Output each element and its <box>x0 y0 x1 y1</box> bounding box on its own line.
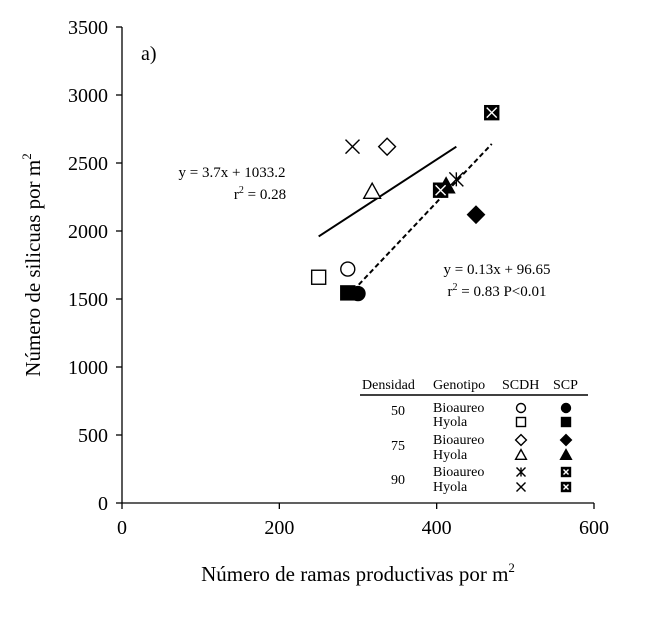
legend-marker-scp <box>559 433 573 447</box>
legend-genotype: Hyola <box>433 448 468 463</box>
data-point <box>432 182 449 198</box>
y-tick-label: 3000 <box>68 85 108 107</box>
scp-fit-annotation: y = 0.13x + 96.65 r2 = 0.83 P<0.01 <box>444 262 551 300</box>
x-tick-label: 0 <box>117 517 127 539</box>
y-tick-label: 500 <box>78 425 108 447</box>
legend-marker-scdh <box>516 467 526 477</box>
legend-marker-scp <box>560 481 572 493</box>
legend-genotype: Hyola <box>433 480 468 495</box>
scdh-regression-line <box>318 145 457 238</box>
legend-marker-scp <box>559 448 573 461</box>
scp-fit-equation: y = 0.13x + 96.65 <box>444 262 551 278</box>
y-axis-title: Número de silicuas por m2 <box>19 153 45 376</box>
data-point <box>310 269 327 285</box>
legend-header-scp: SCP <box>553 378 578 393</box>
data-point <box>377 137 397 157</box>
data-points <box>310 104 500 302</box>
legend-genotype: Bioaureo <box>433 433 484 448</box>
data-point <box>466 205 486 225</box>
y-tick-label: 2500 <box>68 153 108 175</box>
legend-header-density: Densidad <box>362 378 415 393</box>
x-axis-ticks: 0 200 400 600 <box>117 503 609 539</box>
y-tick-label: 1000 <box>68 357 108 379</box>
legend-marker-scdh <box>516 482 526 492</box>
y-tick-label: 3500 <box>68 17 108 39</box>
data-point <box>340 285 356 301</box>
x-tick-label: 600 <box>579 517 609 539</box>
data-point <box>344 139 360 155</box>
legend-marker-scdh <box>514 448 528 461</box>
legend-genotype: Hyola <box>433 415 468 430</box>
legend-header-scdh: SCDH <box>502 378 539 393</box>
legend-density: 50 <box>391 404 405 419</box>
data-point <box>340 261 356 277</box>
y-tick-label: 2000 <box>68 221 108 243</box>
legend-marker-scp <box>560 402 572 414</box>
x-axis-title: Número de ramas productivas por m2 <box>201 560 515 586</box>
scdh-fit-annotation: y = 3.7x + 1033.2 r2 = 0.28 <box>179 165 287 203</box>
legend-density: 90 <box>391 473 405 488</box>
legend-marker-scp <box>560 466 572 478</box>
legend-marker-scp <box>560 416 572 428</box>
panel-label: a) <box>141 43 157 65</box>
x-tick-label: 400 <box>422 517 452 539</box>
scdh-fit-r2: r2 = 0.28 <box>234 185 286 203</box>
legend: Densidad Genotipo SCDH SCP 50 BioaureoHyo… <box>360 378 588 495</box>
scdh-fit-equation: y = 3.7x + 1033.2 <box>179 165 286 181</box>
data-point <box>362 181 382 199</box>
y-tick-label: 0 <box>98 493 108 515</box>
legend-marker-scdh <box>514 433 528 447</box>
legend-genotype: Bioaureo <box>433 401 484 416</box>
data-point <box>448 171 464 187</box>
legend-density: 75 <box>391 439 405 454</box>
scp-fit-r2: r2 = 0.83 P<0.01 <box>447 282 546 300</box>
legend-header-genotype: Genotipo <box>433 378 485 393</box>
legend-genotype: Bioaureo <box>433 465 484 480</box>
y-tick-label: 1500 <box>68 289 108 311</box>
legend-marker-scdh <box>515 402 527 414</box>
data-point <box>484 104 500 121</box>
x-tick-label: 200 <box>264 517 294 539</box>
y-axis-ticks: 0 500 1000 1500 2000 2500 3000 3500 <box>68 17 122 515</box>
scp-regression-line <box>347 143 493 297</box>
legend-marker-scdh <box>515 416 527 428</box>
